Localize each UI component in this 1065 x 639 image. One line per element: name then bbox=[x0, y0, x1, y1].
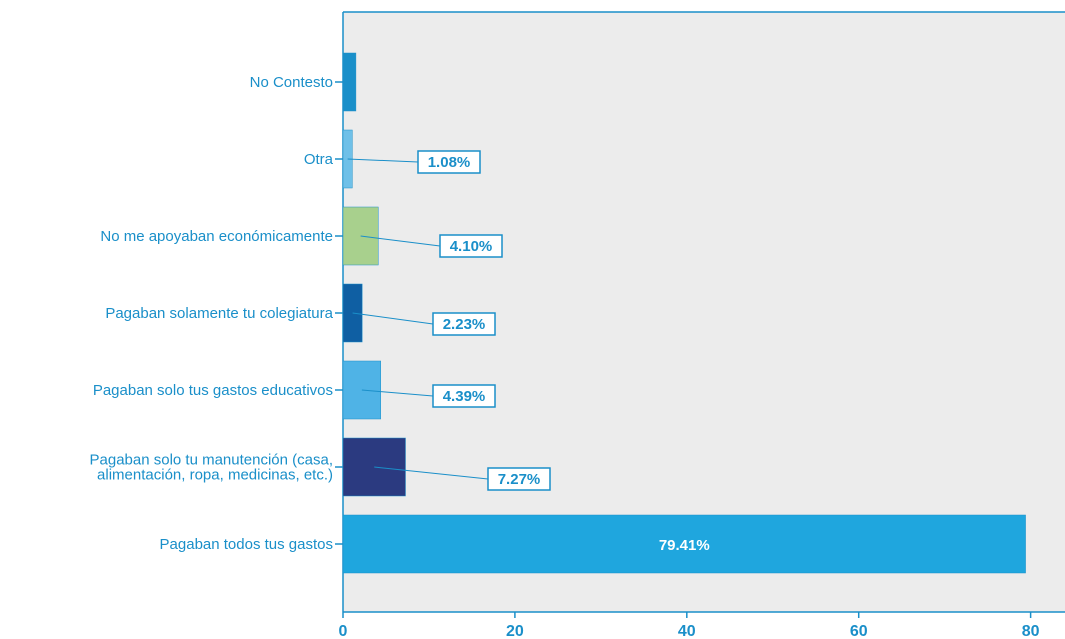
data-label: 1.08% bbox=[428, 154, 471, 171]
category-label: No Contesto bbox=[250, 74, 333, 91]
x-tick-label: 60 bbox=[850, 623, 868, 639]
data-label-box bbox=[439, 234, 503, 258]
leader-line bbox=[360, 235, 441, 247]
category-label: No me apoyaban económicamente bbox=[100, 228, 333, 245]
data-label: 79.41% bbox=[659, 537, 710, 554]
data-label-box bbox=[487, 467, 551, 491]
category-label: Pagaban solo tu manutención (casa, alimen… bbox=[90, 452, 334, 484]
leader-line bbox=[374, 466, 489, 480]
data-label-box bbox=[432, 312, 496, 336]
bar bbox=[342, 52, 357, 112]
category-label: Pagaban todos tus gastos bbox=[160, 536, 333, 553]
data-label: 4.39% bbox=[443, 388, 486, 405]
data-label-box bbox=[417, 150, 481, 174]
category-label: Otra bbox=[304, 151, 334, 168]
data-label: 7.27% bbox=[498, 471, 541, 488]
leader-line bbox=[361, 389, 434, 397]
leader-line bbox=[347, 158, 419, 163]
data-label: 4.10% bbox=[450, 238, 493, 255]
leader-line bbox=[352, 312, 434, 325]
x-tick-label: 0 bbox=[339, 623, 348, 639]
category-label: Pagaban solamente tu colegiatura bbox=[105, 305, 333, 322]
x-tick-label: 40 bbox=[678, 623, 696, 639]
x-tick-label: 20 bbox=[506, 623, 524, 639]
plot-background bbox=[343, 12, 1065, 612]
bar bbox=[342, 514, 1026, 574]
x-tick-label: 80 bbox=[1022, 623, 1040, 639]
data-label: 2.23% bbox=[443, 316, 486, 333]
category-label: Pagaban solo tus gastos educativos bbox=[93, 382, 333, 399]
data-label-box bbox=[432, 384, 496, 408]
